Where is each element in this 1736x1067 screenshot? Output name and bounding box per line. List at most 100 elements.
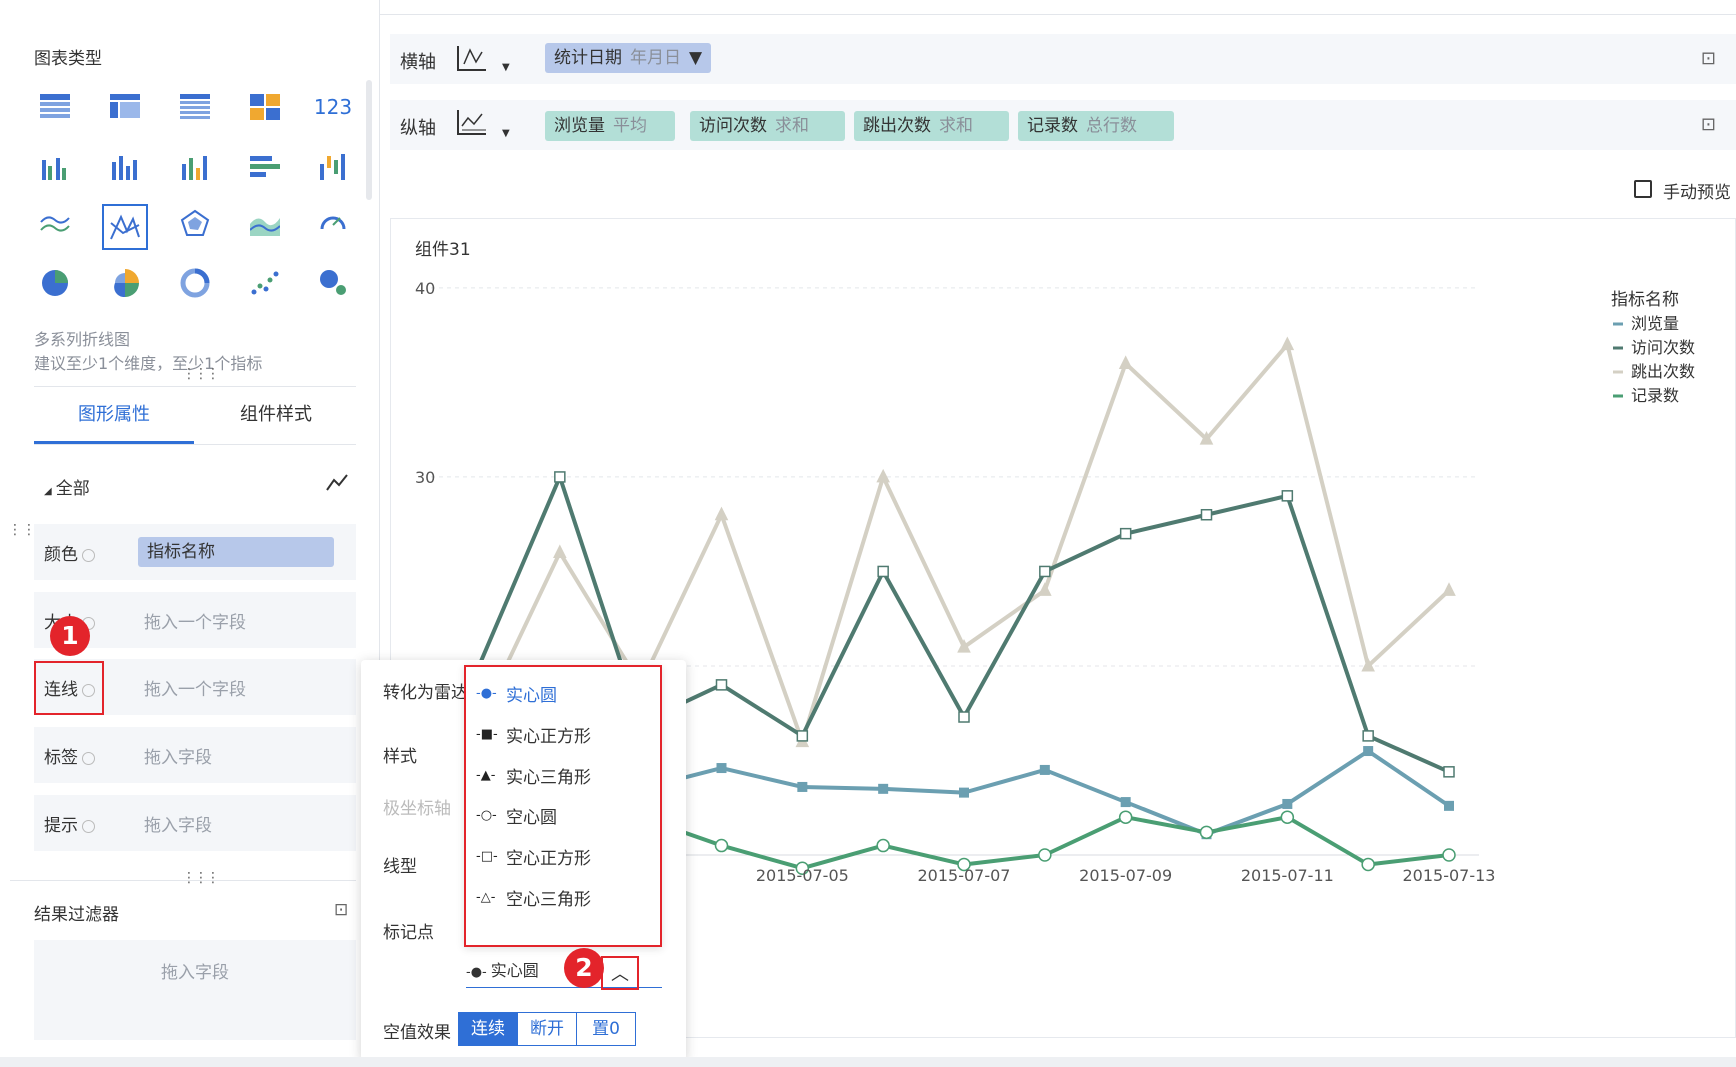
area-chart-icon[interactable] [248,206,282,240]
color-label: 颜色 [44,540,95,565]
legend-item: 记录数 [1631,386,1679,405]
x-tick-label: 2015-07-07 [918,866,1011,885]
y-field-pill[interactable]: 浏览量 平均 [545,111,675,141]
panel-resize-grip-2[interactable]: ⋮⋮⋮ [182,870,220,886]
legend-item: 跳出次数 [1631,362,1695,381]
data-point [1361,657,1375,672]
multi-series-line-icon[interactable] [102,204,148,250]
group-all-label: 全部 [55,479,90,499]
export-icon[interactable]: ⊡ [334,900,349,920]
marker-label: 标记点 [383,923,434,943]
manual-preview-checkbox[interactable] [1634,180,1652,198]
x-field-pill[interactable]: 统计日期 年月日 ▼ [545,43,712,73]
bubble-icon[interactable] [316,266,350,300]
tab-component-style[interactable]: 组件样式 [240,404,312,425]
scatter-icon[interactable] [248,266,282,300]
filter-icon[interactable]: ▼ [689,48,703,68]
dashboard-blocks-icon[interactable] [248,90,282,124]
x-field-agg: 年月日 [630,48,681,68]
data-point [1118,355,1133,370]
y-field-pill[interactable]: 访问次数 求和 [690,111,845,141]
x-tick-label: 2015-07-11 [1241,866,1334,885]
x-tick-label: 2015-07-09 [1079,866,1172,885]
divider [34,386,356,387]
filter-drop-zone[interactable]: 拖入字段 [34,940,356,1040]
marker-option-hollow-square[interactable]: -□- 空心正方形 [476,848,591,869]
size-drop-zone[interactable]: 拖入一个字段 [144,613,246,633]
x-field-name: 统计日期 [554,48,622,68]
panel-divider [379,0,380,1067]
chevron-up-icon[interactable]: ︿ [611,964,629,985]
marker-select-value: 实心圆 [490,961,539,980]
gear-icon[interactable] [82,683,95,697]
result-filter-title: 结果过滤器 [34,905,119,925]
waterfall-icon[interactable] [316,150,350,184]
style-label: 样式 [383,747,417,767]
marker-select-glyph: -●- [466,965,487,980]
x-axis-chart-icon[interactable] [456,44,488,78]
label-label: 标签 [44,743,95,768]
multi-line-icon[interactable] [38,206,72,240]
line-label[interactable]: 连线 [44,675,95,700]
gauge-icon[interactable] [316,206,350,240]
data-point [1280,336,1295,351]
marker-option-solid-circle[interactable]: -●- 实心圆 [476,685,557,706]
y-tick-label: 30 [415,468,435,487]
caret-down-icon[interactable]: ▼ [502,62,510,73]
gear-icon[interactable] [82,751,95,765]
export-icon[interactable]: ⊡ [1700,114,1716,135]
left-panel: 图表类型 123 [0,0,375,1067]
marker-option-hollow-circle[interactable]: -○- 空心圆 [476,807,557,828]
chart-type-hint: 建议至少1个维度，至少1个指标 [34,354,263,373]
group-all[interactable]: ◢ 全部 [44,474,90,499]
line-style-popover: 转化为雷达 样式 极坐标轴 线型 标记点 空值效果 -●- 实心圆 ︿ 连续 断开… [361,660,686,1060]
cross-table-icon[interactable] [108,90,142,124]
convert-radar-label[interactable]: 转化为雷达 [383,683,468,703]
export-icon[interactable]: ⊡ [1700,48,1716,69]
pie-chart-icon[interactable] [38,266,72,300]
kpi-number-icon[interactable]: 123 [313,95,353,119]
caret-down-icon[interactable]: ▼ [502,128,510,139]
bar-chart-icon[interactable] [108,150,142,184]
null-break-button[interactable]: 断开 [517,1012,577,1046]
donut-chart-icon[interactable] [178,266,212,300]
radar-icon[interactable] [178,206,212,240]
tooltip-drop-zone[interactable]: 拖入字段 [144,816,212,836]
y-field-pill[interactable]: 记录数 总行数 [1018,111,1174,141]
null-continuous-button[interactable]: 连续 [458,1012,518,1046]
panel-resize-grip[interactable]: ⋮⋮⋮ [182,366,220,382]
gear-icon[interactable] [82,819,95,833]
marker-select[interactable]: -●- 实心圆 [466,956,662,988]
legend-title: 指标名称 [1611,290,1679,310]
solid-circle-icon: -●- [476,685,497,701]
grouped-bar-icon[interactable] [38,150,72,184]
y-axis-label: 纵轴 [400,118,436,139]
prop-row-color: 颜色 指标名称 [34,524,356,580]
y-axis-chart-icon[interactable] [456,108,488,142]
line-type-icon[interactable] [326,472,348,496]
color-field-pill[interactable]: 指标名称 [138,537,334,567]
table-icon[interactable] [38,90,72,124]
line-drop-zone[interactable]: 拖入一个字段 [144,680,246,700]
scrollbar[interactable] [366,80,372,200]
multi-bar-icon[interactable] [178,150,212,184]
tab-divider [34,444,356,445]
rose-pie-icon[interactable] [108,266,142,300]
step-badge-2: 2 [564,948,604,988]
null-zero-button[interactable]: 置0 [576,1012,636,1046]
series-4 [633,810,1456,875]
y-field-pill[interactable]: 跳出次数 求和 [854,111,1009,141]
marker-option-solid-square[interactable]: -■- 实心正方形 [476,726,591,747]
horizontal-bar-icon[interactable] [248,150,282,184]
detail-table-icon[interactable] [178,90,212,124]
side-resize-grip[interactable]: ⋮⋮ [8,522,36,538]
tab-shape-properties[interactable]: 图形属性 [34,400,194,444]
marker-option-solid-triangle[interactable]: -▲- 实心三角形 [476,767,591,788]
data-point [876,838,890,853]
data-point [1199,431,1214,445]
marker-option-hollow-triangle[interactable]: -△- 空心三角形 [476,889,591,910]
bottom-scrollbar[interactable] [0,1057,1736,1067]
x-tick-layer: 2015-07-032015-07-052015-07-072015-07-09… [594,866,1495,885]
gear-icon[interactable] [82,548,95,562]
label-drop-zone[interactable]: 拖入字段 [144,748,212,768]
